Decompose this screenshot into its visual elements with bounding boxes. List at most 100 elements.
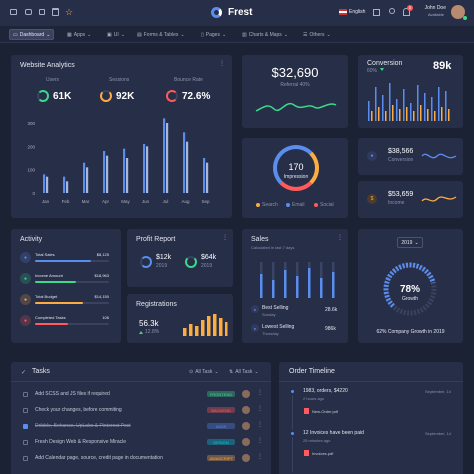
timeline-sub: 25 minutes ago [303,438,331,443]
task-badge: JAVASCRIPT [207,455,235,461]
caret-up-icon [139,331,143,334]
more-vertical-icon[interactable]: ⋮ [257,454,263,460]
year-value: 2019 [401,239,413,246]
task-avatar [242,454,250,462]
card-title: Tasks [32,368,50,375]
more-vertical-icon[interactable]: ⋮ [219,61,225,67]
chart-bar [206,162,209,193]
activity-icon: ● [20,294,31,305]
more-vertical-icon[interactable]: ⋮ [257,406,263,412]
menu-charts[interactable]: ▥ Charts & Maps ⌄ [239,29,291,40]
growth-gauge [383,262,437,316]
menu-dashboard[interactable]: ▭ Dashboard ⌄ [9,29,55,40]
task-badge: FRONTEND [207,391,235,397]
more-vertical-icon[interactable]: ⋮ [257,390,263,396]
referral-value: $32,690 [271,65,319,80]
checkbox-icon[interactable] [39,9,45,15]
chart-bar [103,151,106,193]
registrations-bar-chart [183,314,228,336]
task-badge: UI/UX [207,423,235,429]
conversion-sparkline [421,153,457,159]
menu-label: Dashboard [19,31,45,38]
activity-progress-track [35,260,109,262]
chart-bar [46,176,49,193]
more-vertical-icon[interactable]: ⋮ [222,235,228,241]
activity-progress-track [35,302,109,304]
sessions-value: 92K [116,91,135,102]
star-icon[interactable]: ☆ [65,7,74,17]
chevron-down-icon: ⌄ [180,31,185,38]
language-selector[interactable]: English [349,9,366,15]
attachment-link[interactable]: New-Order.pdf [312,409,339,414]
activity-progress-fill [35,260,91,262]
referral-line-chart [255,102,337,112]
menu-forms[interactable]: ▤ Forms & Tables ⌄ [134,29,188,40]
task-text: Fresh Design Web & Responsive Miracle [35,439,127,445]
chart-bar [186,141,189,193]
bell-icon[interactable] [403,8,410,16]
menu-label: Charts & Maps [248,31,282,38]
divider [11,381,271,382]
activity-progress-fill [35,323,69,325]
timeline-date: September, 14 [425,431,452,436]
impression-card: 170 Impression Search Email Social [242,138,348,218]
search-icon[interactable] [389,8,395,14]
more-vertical-icon[interactable]: ⋮ [257,422,263,428]
activity-value: $14,150 [94,294,109,299]
user-avatar[interactable] [451,5,465,19]
menu-apps[interactable]: ▦ Apps ⌄ [64,29,94,40]
task-checkbox[interactable] [23,424,28,429]
income-stat-label: Income [388,200,405,206]
timeline-dot [289,388,296,395]
referral-card: $32,690 Referral 40% [242,55,348,128]
x-tick-label: Jul [163,199,169,204]
user-icon: ● [367,151,377,161]
chart-bar [146,146,149,193]
activity-progress-fill [35,302,84,304]
conversion-bar-chart [368,83,450,121]
sessions-label: Sessions [109,77,130,83]
legend-social: Social [320,202,334,208]
year-dropdown[interactable]: 2019 ⌄ [397,237,423,248]
grid-icon: ▦ [67,31,72,38]
legend-search: Search [262,202,278,208]
profit-value-1: $12k [156,254,172,261]
timeline-title: 1983, orders, $4220 [303,388,348,394]
conversion-stat-value: $38,566 [388,148,414,155]
task-avatar [242,390,250,398]
task-text: Add Calendar page, source, credit page i… [35,455,163,461]
mail-icon[interactable] [10,9,17,15]
task-checkbox[interactable] [23,392,28,397]
menu-others[interactable]: ☰ Others ⌄ [300,29,334,40]
chart-bar [66,181,69,193]
more-vertical-icon[interactable]: ⋮ [337,235,343,241]
check-icon: ✓ [21,370,27,376]
chevron-down-icon: ⌄ [214,369,219,375]
card-title: Activity [20,236,43,243]
task-filter-2[interactable]: ⇅ All Task ⌄ [229,369,259,375]
tasks-card: ✓ Tasks ⊙ All Task ⌄ ⇅ All Task ⌄ Add SCSS a… [11,362,271,474]
calendar-icon[interactable] [52,8,59,16]
fullscreen-icon[interactable] [373,9,380,16]
chart-icon: ▥ [242,31,247,38]
x-tick-label: May [121,199,130,204]
task-checkbox[interactable] [23,440,28,445]
timeline-title: 12 Invoices have been paid [303,430,364,436]
x-tick-label: Jun [142,199,150,204]
income-sparkline [421,196,457,202]
menu-ui[interactable]: ▣ UI ⌄ [104,29,128,40]
attachment-link[interactable]: Invoices.pdf [312,451,334,456]
activity-value: $18,963 [94,273,109,278]
chat-icon[interactable] [25,9,32,15]
chevron-down-icon: ⌄ [414,239,419,246]
user-name[interactable]: John Doe [424,5,446,11]
conversion-stat-label: Conversion [388,157,414,163]
referral-label: Referral 40% [280,82,310,88]
lowest-selling-icon: ● [251,324,259,332]
more-vertical-icon[interactable]: ⋮ [257,438,263,444]
menu-pages[interactable]: ▯ Pages ⌄ [198,29,229,40]
task-checkbox[interactable] [23,456,28,461]
task-filter-1[interactable]: ⊙ All Task ⌄ [189,369,219,375]
task-checkbox[interactable] [23,408,28,413]
notification-badge: 5 [407,5,413,11]
